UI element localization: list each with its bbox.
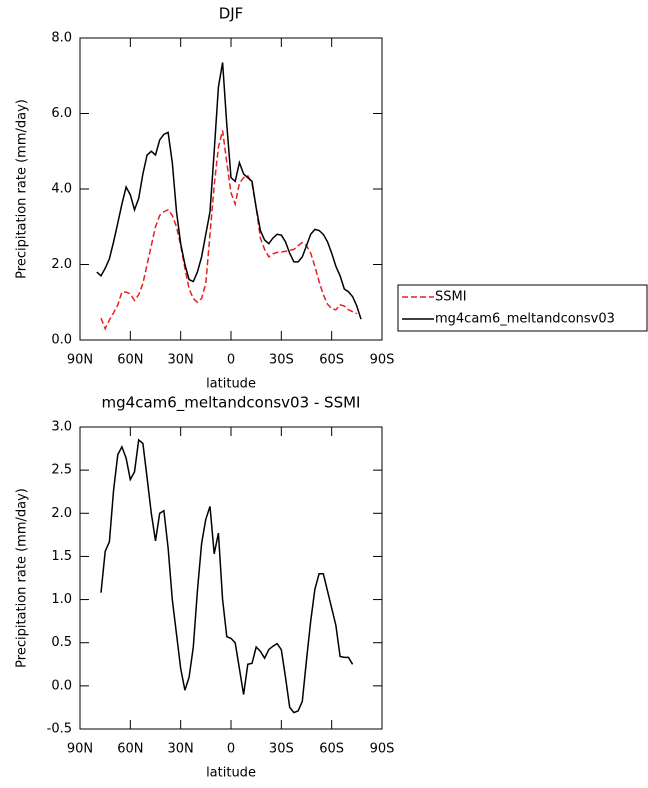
x-tick-label: 60N [117, 742, 143, 757]
y-tick-label: 2.0 [51, 257, 72, 272]
y-tick-label: 8.0 [51, 31, 72, 46]
y-tick-label: -0.5 [47, 722, 72, 737]
x-tick-label: 90S [370, 353, 395, 368]
x-tick-label: 0 [227, 742, 235, 757]
data-line [100, 438, 354, 714]
x-tick-label: 60S [319, 742, 344, 757]
chart-title: DJF [219, 5, 244, 23]
y-tick-label: 1.0 [51, 592, 72, 607]
y-tick-label: 6.0 [51, 106, 72, 121]
y-tick-label: 0.0 [51, 678, 72, 693]
y-tick-label: 2.5 [51, 463, 72, 478]
plot-frame [79, 426, 383, 730]
x-tick-label: 0 [227, 353, 235, 368]
y-tick-label: 0.0 [51, 333, 72, 348]
data-line [100, 130, 358, 331]
y-tick-label: 2.0 [51, 506, 72, 521]
y-tick-label: 1.5 [51, 549, 72, 564]
y-axis-label: Precipitation rate (mm/day) [15, 488, 30, 668]
legend-box [397, 284, 648, 332]
legend-label: mg4cam6_meltandconsv03 [435, 312, 615, 327]
x-tick-label: 90S [370, 742, 395, 757]
chart-title: mg4cam6_meltandconsv03 - SSMI [102, 394, 361, 413]
x-axis-label: latitude [206, 377, 256, 392]
x-tick-label: 60N [117, 353, 143, 368]
x-tick-label: 90N [67, 742, 93, 757]
x-tick-label: 90N [67, 353, 93, 368]
y-tick-label: 3.0 [51, 420, 72, 435]
x-tick-label: 30N [168, 742, 194, 757]
legend-label: SSMI [435, 290, 467, 305]
y-axis-label: Precipitation rate (mm/day) [15, 99, 30, 279]
x-axis-label: latitude [206, 766, 256, 781]
data-line [96, 62, 362, 320]
plot-frame [79, 37, 383, 341]
y-tick-label: 0.5 [51, 635, 72, 650]
x-tick-label: 30S [269, 742, 294, 757]
x-tick-label: 30N [168, 353, 194, 368]
y-tick-label: 4.0 [51, 182, 72, 197]
x-tick-label: 60S [319, 353, 344, 368]
x-tick-label: 30S [269, 353, 294, 368]
